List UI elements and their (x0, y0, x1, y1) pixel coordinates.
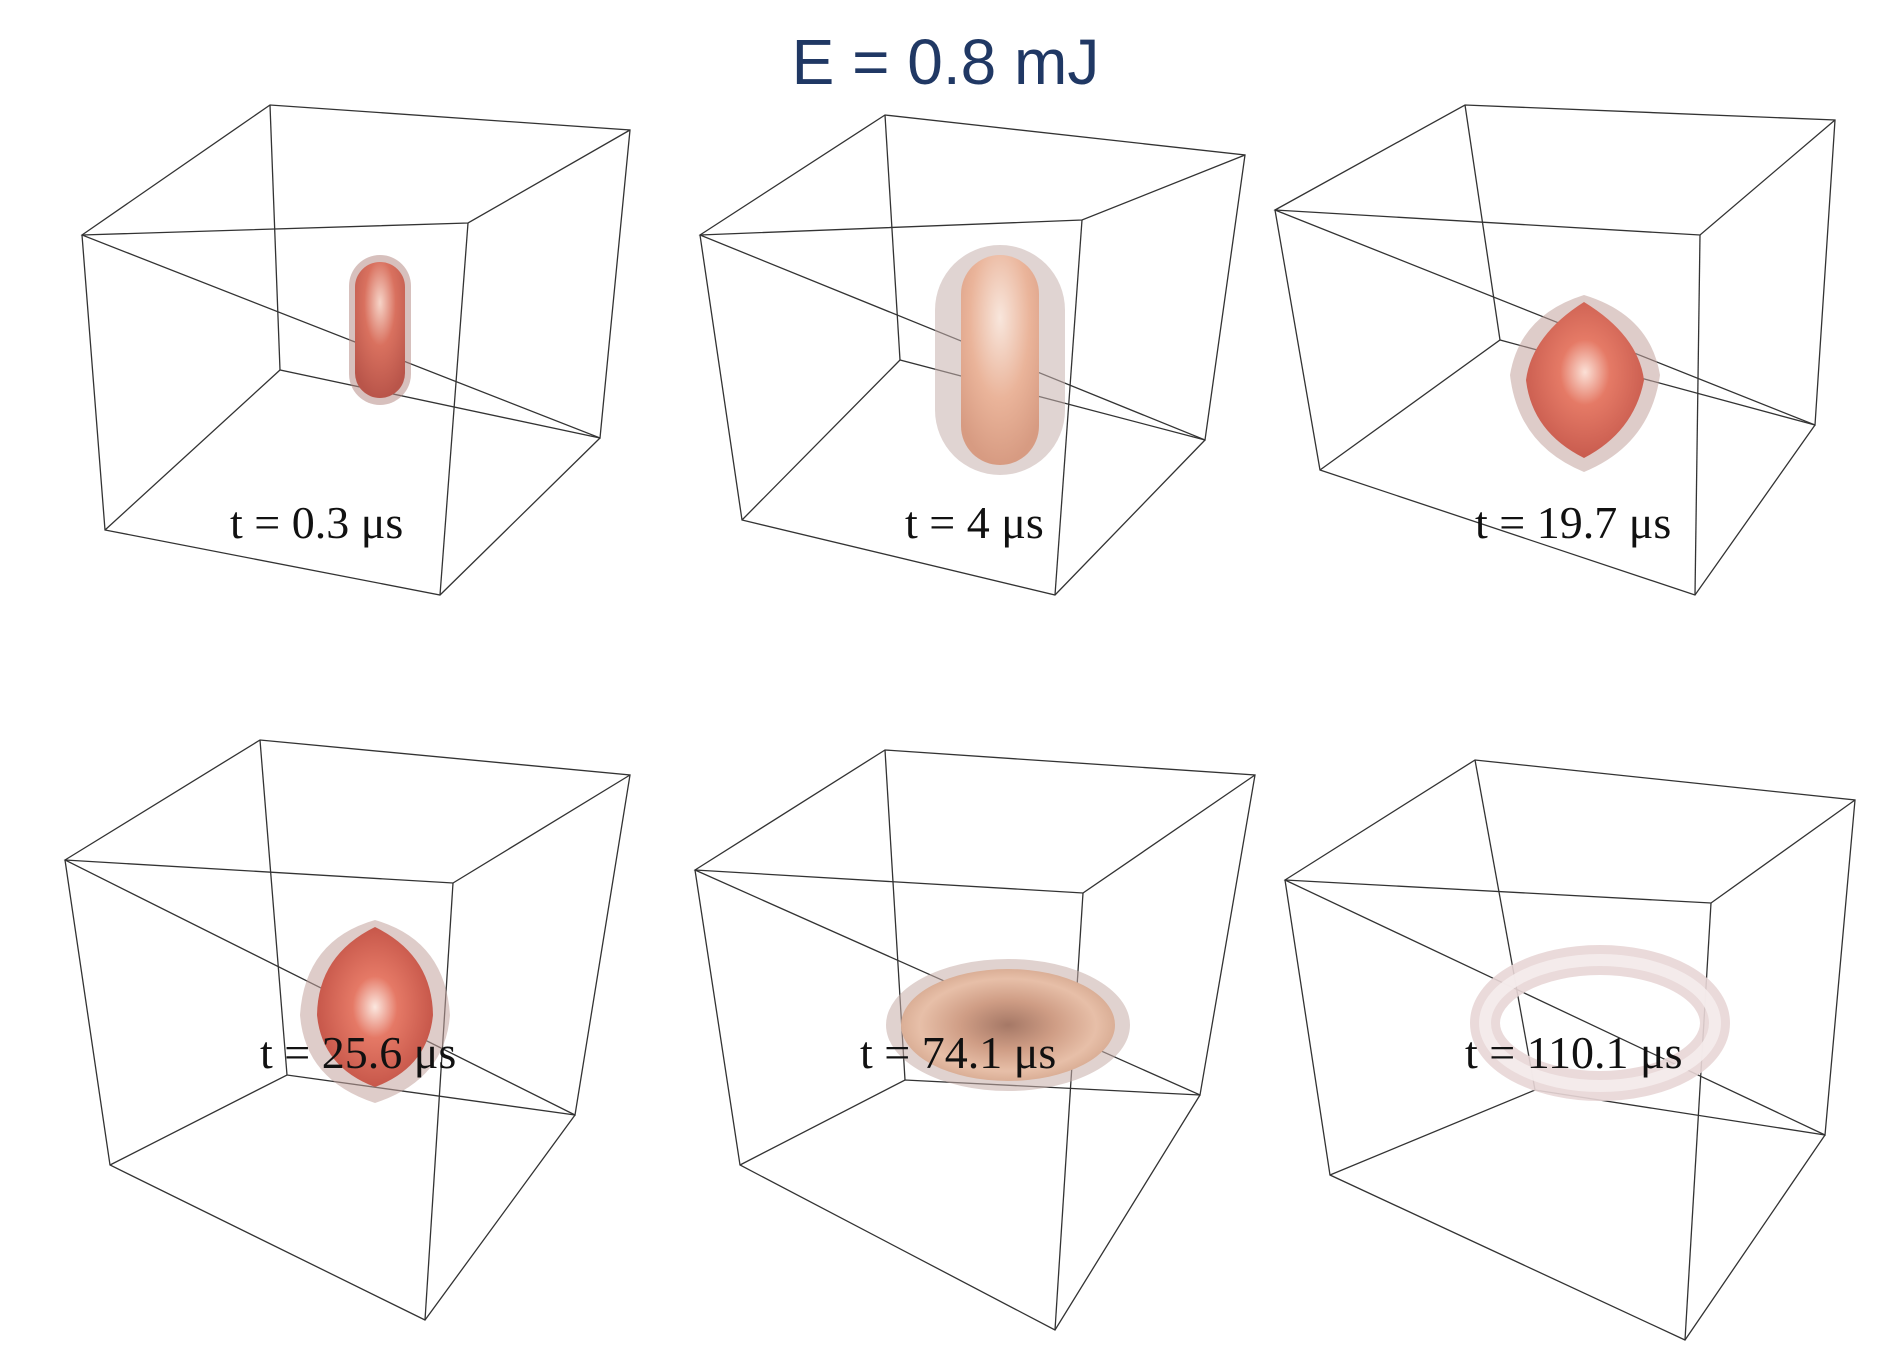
cube-wireframe-6 (1283, 759, 1856, 1341)
core-surface (961, 255, 1039, 465)
cube-wireframe-4 (63, 739, 631, 1321)
panel-2: t = 4 μs (680, 110, 1280, 710)
panel-4: t = 25.6 μs (60, 735, 660, 1335)
cube-wireframe-2 (698, 114, 1246, 596)
cube-wireframe-1 (80, 104, 631, 596)
cube-wireframe-5 (693, 749, 1256, 1331)
panel-5: t = 74.1 μs (690, 745, 1290, 1345)
figure-title: E = 0.8 mJ (791, 26, 1100, 98)
core-surface (355, 262, 405, 398)
time-label-2: t = 4 μs (905, 497, 1044, 548)
time-label-4: t = 25.6 μs (260, 1027, 457, 1078)
core-surface (1526, 302, 1644, 458)
cube-wireframe-3 (1273, 104, 1836, 596)
time-label-5: t = 74.1 μs (860, 1027, 1057, 1078)
panel-6: t = 110.1 μs (1280, 755, 1880, 1355)
time-label-3: t = 19.7 μs (1475, 497, 1672, 548)
time-label-1: t = 0.3 μs (230, 497, 404, 548)
torus-surface (901, 969, 1115, 1081)
panel-3: t = 19.7 μs (1270, 104, 1870, 710)
panel-1: t = 0.3 μs (60, 104, 660, 710)
time-label-6: t = 110.1 μs (1465, 1027, 1683, 1078)
core-surface (317, 927, 433, 1087)
